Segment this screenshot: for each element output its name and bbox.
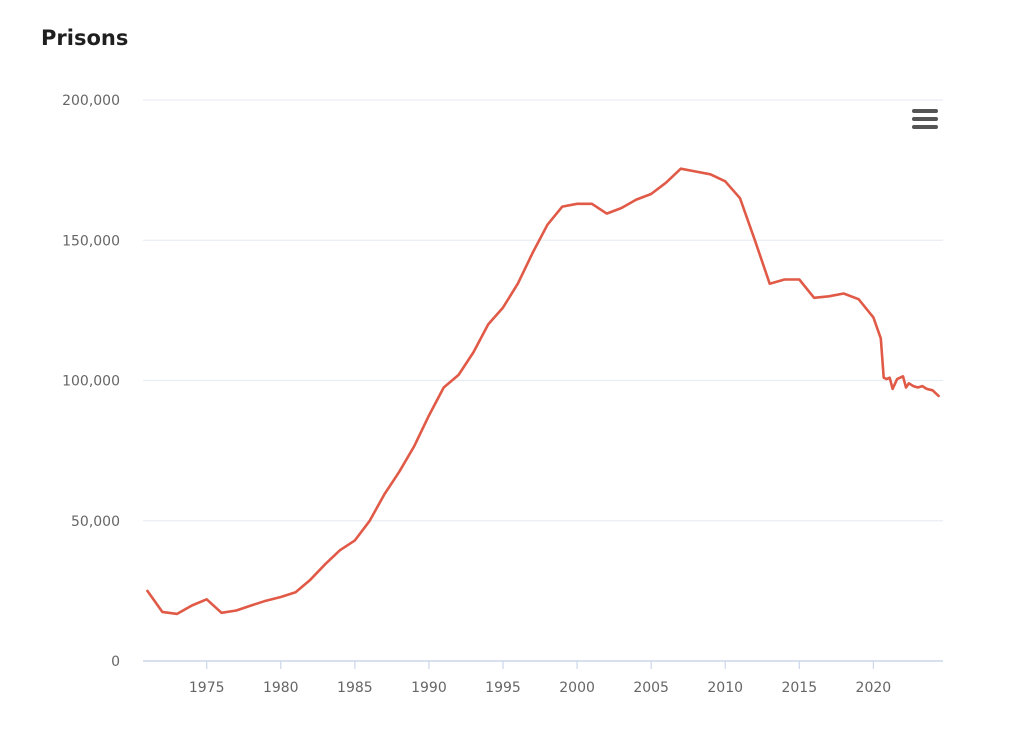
series-line [146, 167, 940, 616]
data-point[interactable] [219, 610, 225, 616]
data-point[interactable] [752, 237, 758, 243]
data-point[interactable] [663, 180, 669, 186]
x-tick-label: 2010 [707, 680, 743, 696]
data-point[interactable] [894, 376, 900, 382]
data-point[interactable] [648, 191, 654, 197]
data-point[interactable] [737, 195, 743, 201]
data-point[interactable] [248, 603, 254, 609]
x-tick-label: 1985 [337, 680, 373, 696]
data-point[interactable] [887, 375, 893, 381]
menu-bar [912, 125, 938, 129]
x-tick-label: 2000 [559, 680, 595, 696]
data-point[interactable] [796, 277, 802, 283]
data-point[interactable] [233, 608, 239, 614]
data-point[interactable] [174, 611, 180, 617]
data-point[interactable] [382, 491, 388, 497]
series-layer [144, 166, 942, 617]
data-point[interactable] [485, 321, 491, 327]
x-tick-label: 2015 [781, 680, 817, 696]
gridlines [143, 99, 943, 522]
chart-title: Prisons [41, 26, 129, 50]
data-point[interactable] [426, 413, 432, 419]
data-point[interactable] [574, 201, 580, 207]
y-tick-label: 50,000 [71, 514, 120, 530]
data-point[interactable] [337, 547, 343, 553]
menu-bar [912, 109, 938, 113]
data-point[interactable] [263, 598, 269, 604]
data-point[interactable] [500, 305, 506, 311]
x-tick-label: 2005 [633, 680, 669, 696]
data-point[interactable] [619, 205, 625, 211]
data-point[interactable] [307, 577, 313, 583]
data-point[interactable] [396, 469, 402, 475]
data-point[interactable] [470, 349, 476, 355]
x-tick-label: 1980 [263, 680, 299, 696]
data-point[interactable] [144, 588, 150, 594]
menu-bar [912, 117, 938, 121]
data-point[interactable] [693, 169, 699, 175]
data-point[interactable] [204, 596, 210, 602]
x-tick-label: 1975 [189, 680, 225, 696]
hamburger-menu-icon[interactable] [908, 104, 942, 134]
data-point[interactable] [544, 222, 550, 228]
x-tick-label: 1995 [485, 680, 521, 696]
data-point[interactable] [856, 296, 862, 302]
data-point[interactable] [890, 386, 896, 392]
data-point[interactable] [767, 281, 773, 287]
data-point[interactable] [878, 335, 884, 341]
data-point[interactable] [352, 537, 358, 543]
data-point[interactable] [930, 387, 936, 393]
data-point[interactable] [367, 518, 373, 524]
data-point[interactable] [589, 201, 595, 207]
data-point[interactable] [924, 386, 930, 392]
y-tick-label: 150,000 [62, 233, 120, 249]
data-point[interactable] [411, 443, 417, 449]
data-point[interactable] [826, 293, 832, 299]
data-point[interactable] [278, 594, 284, 600]
data-point[interactable] [189, 603, 195, 609]
data-point[interactable] [707, 171, 713, 177]
y-axis-ticks: 0 50,000 100,000 150,000 200,000 [62, 93, 120, 670]
y-tick-label: 0 [111, 654, 120, 670]
y-tick-label: 200,000 [62, 93, 120, 109]
data-point[interactable] [322, 561, 328, 567]
data-point[interactable] [936, 393, 942, 399]
data-point[interactable] [441, 385, 447, 391]
data-point[interactable] [559, 204, 565, 210]
data-point[interactable] [782, 277, 788, 283]
x-tick-label: 2020 [856, 680, 892, 696]
x-axis [143, 660, 943, 669]
y-tick-label: 100,000 [62, 374, 120, 390]
x-tick-label: 1990 [411, 680, 447, 696]
data-point[interactable] [604, 211, 610, 217]
data-point[interactable] [293, 589, 299, 595]
data-point[interactable] [678, 166, 684, 172]
data-point[interactable] [530, 250, 536, 256]
data-point[interactable] [633, 197, 639, 203]
x-axis-ticks: 1975 1980 1985 1990 1995 2000 2005 2010 2015 2020 [189, 680, 891, 696]
data-point[interactable] [870, 314, 876, 320]
data-point[interactable] [722, 178, 728, 184]
data-point[interactable] [811, 295, 817, 301]
data-point[interactable] [900, 373, 906, 379]
data-point[interactable] [456, 372, 462, 378]
data-point[interactable] [159, 609, 165, 615]
data-point[interactable] [515, 281, 521, 287]
data-point[interactable] [841, 291, 847, 297]
